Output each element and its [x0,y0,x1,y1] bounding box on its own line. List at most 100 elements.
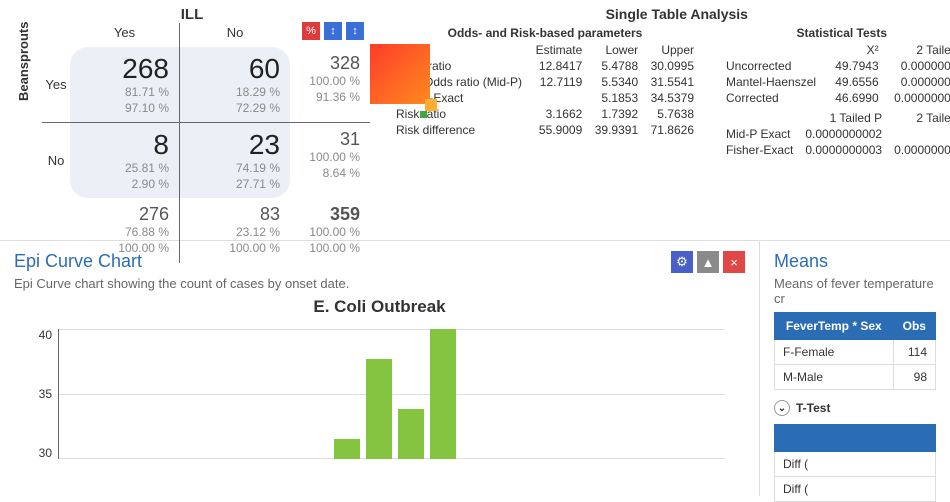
means-desc: Means of fever temperature cr [774,276,936,306]
two-by-two-panel: % ↕ ↕ ILL Beansprouts Yes No Yes 268 81.… [0,0,380,240]
stat-estimate [529,90,588,106]
ttest-table: Diff (Diff ( [774,424,936,502]
row-header-no: No [42,123,70,198]
means-row-label: F-Female [775,340,894,365]
mosaic-plot-main [370,44,430,104]
means-row-label: M-Male [775,365,894,390]
single-table-analysis-panel: Single Table Analysis Odds- and Risk-bas… [380,0,950,240]
grand-count: 359 [300,204,360,225]
cell-row-pct: 25.81 % [80,161,169,177]
stat-estimate: 12.7119 [529,74,588,90]
chevron-down-icon: ⌄ [774,400,790,416]
cell-row-pct: 81.71 % [80,85,169,101]
stat-upper: 30.0995 [644,58,700,74]
epi-bar [430,329,456,459]
means-col-obs: Obs [893,313,935,340]
epi-panel-desc: Epi Curve chart showing the count of cas… [14,276,745,291]
cell-col-pct: 72.29 % [190,101,280,117]
exact-tests-table: 1 Tailed P 2 Tailed Mid-P Exact0.0000000… [720,110,950,158]
stat-lower: 5.1853 [588,90,644,106]
col-1tailed-p: 1 Tailed P [799,110,888,126]
stat-p: 0.0000000 [885,74,950,90]
row-header-yes: Yes [42,47,70,123]
cell-count: 268 [80,53,169,85]
stat-x2: 46.6990 [827,90,885,106]
cell-col-pct: 2.90 % [80,177,169,193]
col-estimate: Estimate [529,42,588,58]
stat-row-name: Risk difference [390,122,529,138]
ttest-expander[interactable]: ⌄ T-Test [774,400,936,416]
means-row-obs: 114 [893,340,935,365]
y-tick: 35 [39,388,52,400]
stat-row-name: Mantel-Haenszel [720,74,827,90]
col-upper: Upper [644,42,700,58]
stat-upper: 31.5541 [644,74,700,90]
collapse-button[interactable]: ▲ [697,251,719,273]
ttest-row: Diff ( [775,477,936,502]
cell-row-pct: 74.19 % [190,161,280,177]
stat-row-name: Corrected [720,90,827,106]
grand-pct1: 100.00 % [300,225,360,241]
cell-count: 60 [190,53,280,85]
stat-lower: 39.9391 [588,122,644,138]
margin-pct1: 100.00 % [300,74,360,90]
stat-tests-subtitle: Statistical Tests [720,26,950,40]
cell-col-pct: 27.71 % [190,177,280,193]
margin-pct1: 76.88 % [80,225,169,241]
stat-row-name: Uncorrected [720,58,827,74]
stat-row-name: Fisher-Exact [720,142,799,158]
stat-row-name: Risk ratio [390,106,529,122]
odds-risk-subtitle: Odds- and Risk-based parameters [390,26,700,40]
chart-title: E. Coli Outbreak [14,297,745,317]
stat-upper: 34.5379 [644,90,700,106]
means-panel: Means Means of fever temperature cr Feve… [760,241,950,496]
stat-lower: 5.5340 [588,74,644,90]
settings-button[interactable]: ⚙ [671,251,693,273]
row-margin-no: 31 100.00 % 8.64 % [290,123,370,198]
y-axis: 40 35 30 [14,329,58,459]
mosaic-plot-cell [420,111,427,118]
row-margin-yes: 328 100.00 % 91.36 % [290,47,370,123]
stat-x2: 49.7943 [827,58,885,74]
margin-count: 83 [190,204,280,225]
margin-count: 328 [300,53,360,74]
stat-1tail: 0.0000000002 [799,126,888,142]
stat-lower: 1.7392 [588,106,644,122]
cell-count: 8 [80,129,169,161]
cell-count: 23 [190,129,280,161]
analysis-title: Single Table Analysis [390,6,950,22]
stat-1tail: 0.0000000003 [799,142,888,158]
epi-chart: 40 35 30 [14,329,745,459]
means-row-obs: 98 [893,365,935,390]
close-button[interactable]: × [723,251,745,273]
means-col-var: FeverTemp * Sex [775,313,894,340]
epi-curve-panel: Epi Curve Chart Epi Curve chart showing … [0,241,760,496]
margin-count: 276 [80,204,169,225]
cell-no-yes: 8 25.81 % 2.90 % [70,123,180,198]
stat-estimate: 12.8417 [529,58,588,74]
col-2tailed: 2 Tailed [885,42,950,58]
y-tick: 40 [39,329,52,341]
stat-upper: 5.7638 [644,106,700,122]
cell-yes-no: 60 18.29 % 72.29 % [180,47,290,123]
margin-pct1: 100.00 % [300,150,360,166]
stat-estimate: 3.1662 [529,106,588,122]
means-title: Means [774,251,936,272]
col-2tailed: 2 Tailed [888,110,950,126]
col-x2: X² [827,42,885,58]
margin-pct1: 23.12 % [190,225,280,241]
two-by-two-table: Yes No Yes 268 81.71 % 97.10 % 60 18.29 … [42,23,370,263]
col-lower: Lower [588,42,644,58]
cell-row-pct: 18.29 % [190,85,280,101]
stat-2tail [888,126,950,142]
plot-area [58,329,745,459]
col-header-no: No [180,23,290,47]
stat-estimate: 55.9009 [529,122,588,138]
row-variable-label: Beansprouts [16,22,31,101]
epi-bar [366,359,392,459]
ttest-label: T-Test [796,401,830,415]
cell-yes-yes: 268 81.71 % 97.10 % [70,47,180,123]
epi-panel-title: Epi Curve Chart [14,251,745,272]
stat-lower: 5.4788 [588,58,644,74]
odds-risk-table: Estimate Lower Upper Odds ratio12.84175.… [390,42,700,138]
